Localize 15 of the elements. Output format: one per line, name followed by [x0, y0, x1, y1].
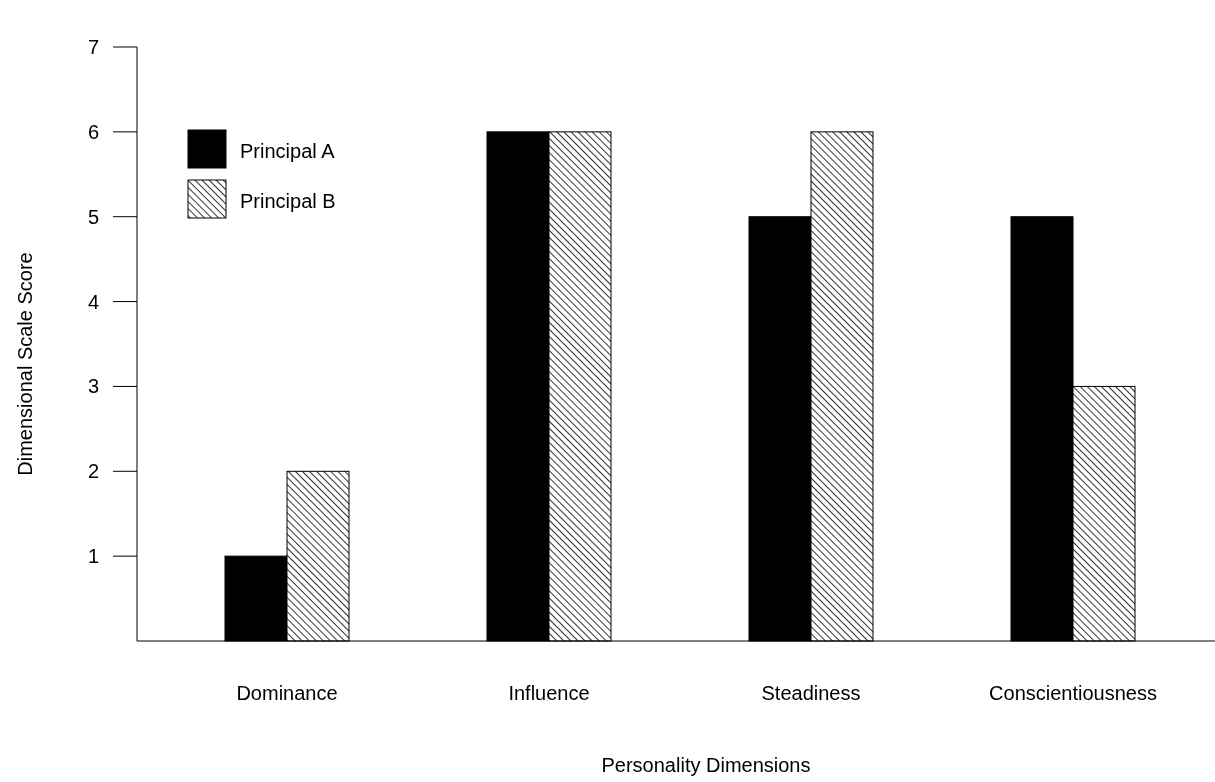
y-tick-label: 3	[87, 375, 99, 398]
legend-label: Principal A	[240, 140, 336, 162]
x-tick-label: Conscientiousness	[989, 682, 1157, 704]
x-tick-label: Steadiness	[761, 682, 861, 704]
y-tick-label: 6	[87, 120, 99, 143]
x-tick-label: Influence	[508, 682, 590, 704]
y-tick-label: 5	[87, 205, 99, 228]
x-tick-label: Dominance	[236, 682, 338, 704]
y-tick-label: 7	[87, 36, 99, 58]
y-tick-label: 4	[87, 290, 99, 313]
y-tick-label: 1	[87, 545, 99, 568]
x-axis-title: Personality Dimensions	[601, 754, 811, 776]
y-axis-title: Dimensional Scale Score	[14, 252, 36, 476]
legend-label: Principal B	[240, 190, 336, 212]
y-tick-label: 2	[87, 460, 99, 483]
